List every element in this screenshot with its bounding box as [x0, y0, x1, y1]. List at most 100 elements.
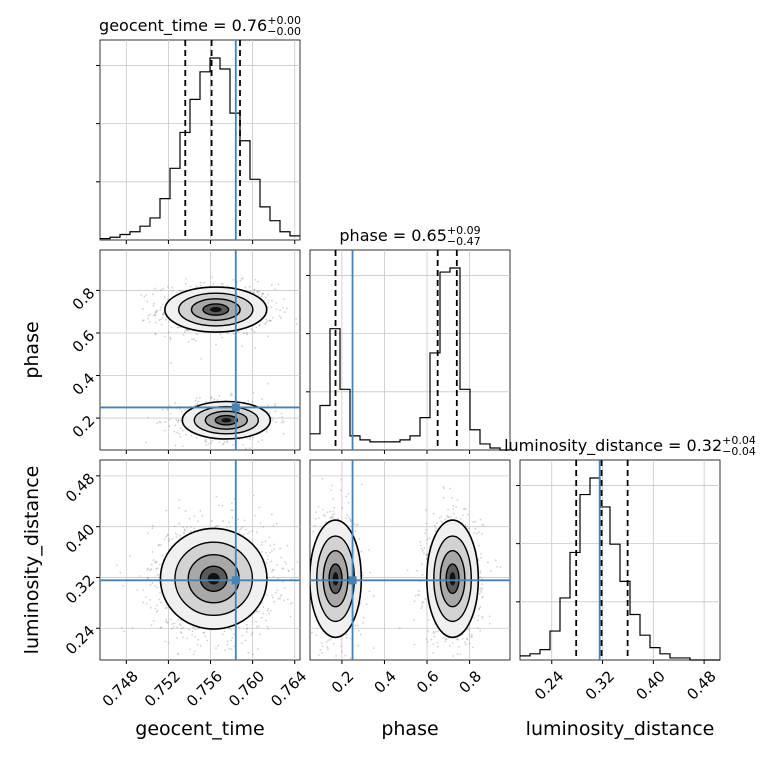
sample-point: [433, 662, 435, 664]
sample-point: [170, 618, 172, 621]
sample-point: [160, 318, 162, 321]
sample-point: [168, 540, 170, 543]
sample-point: [173, 622, 176, 625]
sample-point: [434, 530, 437, 533]
sample-point: [230, 648, 233, 650]
sample-point: [280, 594, 283, 596]
sample-point: [266, 609, 269, 612]
sample-point: [164, 640, 167, 643]
sample-point: [195, 285, 197, 287]
sample-point: [453, 512, 456, 515]
x-tick-label: 0.48: [683, 667, 719, 703]
sample-point: [268, 612, 271, 615]
sample-point: [170, 362, 172, 365]
sample-point: [245, 447, 247, 450]
sample-point: [221, 504, 224, 507]
sample-point: [265, 296, 267, 299]
sample-point: [123, 630, 125, 633]
sample-point: [247, 399, 250, 402]
sample-point: [456, 653, 459, 655]
sample-point: [182, 626, 184, 629]
sample-point: [479, 629, 482, 632]
x-tick-label: 0.760: [225, 667, 268, 710]
sample-point: [305, 573, 307, 575]
sample-point: [251, 530, 254, 532]
sample-point: [303, 578, 305, 580]
sample-point: [458, 645, 460, 648]
sample-point: [252, 653, 254, 656]
sample-point: [144, 596, 147, 598]
sample-point: [341, 507, 343, 509]
sample-point: [216, 524, 219, 527]
sample-point: [228, 521, 231, 524]
truth-marker: [231, 576, 240, 585]
sample-point: [177, 326, 180, 329]
sample-point: [302, 553, 304, 555]
sample-point: [480, 589, 482, 592]
sample-point: [216, 399, 219, 402]
sample-point: [217, 504, 220, 507]
sample-point: [156, 604, 158, 607]
sample-point: [269, 551, 272, 554]
sample-point: [155, 310, 158, 313]
sample-point: [462, 661, 464, 663]
sample-point: [256, 291, 259, 294]
sample-point: [154, 561, 157, 563]
sample-point: [436, 641, 439, 644]
sample-point: [340, 650, 343, 653]
sample-point: [313, 524, 316, 527]
sample-point: [145, 441, 147, 444]
panel-title-luminosity_distance: luminosity_distance = 0.32+0.04: [504, 434, 756, 456]
sample-point: [154, 333, 157, 336]
sample-point: [350, 695, 352, 697]
sample-point: [147, 317, 150, 320]
sample-point: [149, 598, 151, 601]
sample-point: [155, 567, 158, 570]
sample-point: [198, 396, 201, 399]
sample-point: [146, 300, 149, 303]
sample-point: [222, 442, 225, 445]
sample-point: [203, 631, 205, 634]
sample-point: [305, 638, 307, 640]
sample-point: [330, 637, 333, 640]
y-tick-label: 0.8: [69, 284, 99, 314]
sample-point: [434, 630, 437, 633]
sample-point: [231, 393, 233, 396]
sample-point: [189, 525, 192, 528]
sample-point: [311, 631, 313, 634]
sample-point: [452, 659, 454, 660]
sample-point: [184, 277, 187, 280]
sample-point: [190, 434, 193, 437]
sample-point: [260, 398, 263, 400]
sample-point: [182, 333, 185, 336]
sample-point: [205, 444, 207, 446]
sample-point: [183, 528, 186, 531]
sample-point: [194, 628, 197, 631]
sample-point: [271, 594, 273, 597]
sample-point: [319, 649, 322, 652]
sample-point: [271, 568, 274, 571]
sample-point: [476, 626, 479, 629]
x-axis-label-geocent_time: geocent_time: [135, 718, 264, 740]
sample-point: [156, 567, 159, 570]
sample-point: [451, 496, 453, 499]
sample-point: [226, 441, 228, 444]
sample-point: [175, 536, 178, 539]
sample-point: [265, 562, 268, 564]
sample-point: [177, 419, 180, 422]
sample-point: [162, 313, 164, 316]
sample-point: [266, 320, 269, 323]
sample-point: [277, 597, 280, 600]
sample-point: [238, 531, 241, 534]
sample-point: [323, 666, 325, 668]
sample-point: [179, 435, 182, 438]
sample-point: [245, 631, 248, 633]
sample-point: [176, 636, 178, 639]
sample-point: [437, 630, 439, 633]
sample-point: [187, 340, 190, 343]
sample-point: [237, 626, 240, 629]
sample-point: [271, 299, 273, 302]
sample-point: [350, 519, 353, 522]
title-main: luminosity_distance = 0.32: [504, 436, 722, 456]
sample-point: [304, 565, 306, 567]
